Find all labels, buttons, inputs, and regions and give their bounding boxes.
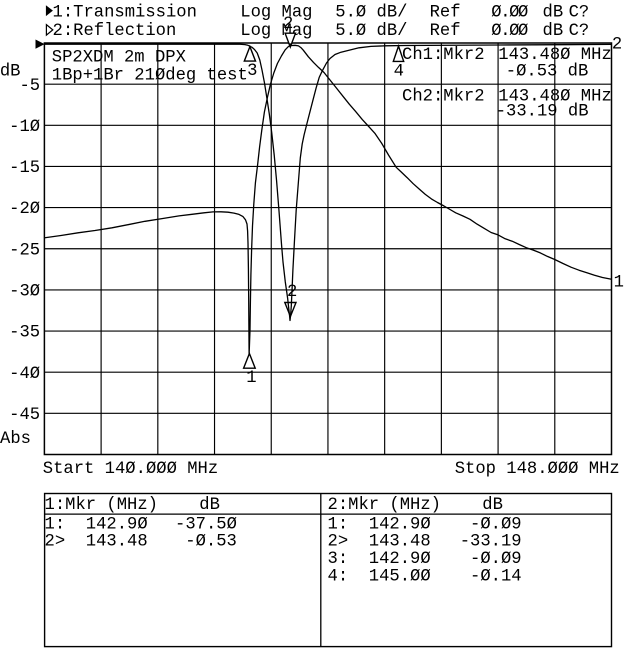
- svg-text:-4Ø: -4Ø: [9, 365, 40, 384]
- svg-text:-33.19 dB: -33.19 dB: [496, 103, 589, 122]
- svg-text:Log Mag: Log Mag: [240, 3, 312, 22]
- svg-text:143.48: 143.48: [369, 533, 431, 552]
- svg-text:142.9Ø: 142.9Ø: [369, 550, 431, 569]
- svg-text:Ref: Ref: [430, 3, 461, 22]
- svg-text:Abs: Abs: [0, 430, 31, 449]
- svg-text:2:Mkr (MHz): 2:Mkr (MHz): [328, 496, 441, 515]
- svg-text:1Bp+1Br 21Ødeg test: 1Bp+1Br 21Ødeg test: [52, 67, 248, 86]
- svg-text:-2Ø: -2Ø: [9, 200, 40, 219]
- svg-text:5.Ø dB/: 5.Ø dB/: [335, 3, 407, 22]
- svg-text:143.48: 143.48: [86, 533, 148, 552]
- svg-text:dB: dB: [0, 63, 20, 82]
- svg-text:5.Ø dB/: 5.Ø dB/: [335, 22, 407, 41]
- svg-text:4: 4: [394, 62, 404, 81]
- svg-text:dB: dB: [199, 496, 220, 515]
- svg-text:2: 2: [287, 283, 297, 302]
- svg-text:dB: dB: [543, 3, 564, 22]
- svg-text:-35: -35: [9, 324, 40, 343]
- svg-text:145.ØØ: 145.ØØ: [369, 567, 431, 586]
- svg-text:1:: 1:: [328, 515, 349, 534]
- svg-text:2>: 2>: [45, 533, 66, 552]
- svg-text:4:: 4:: [328, 567, 349, 586]
- svg-text:1:Mkr (MHz): 1:Mkr (MHz): [45, 496, 158, 515]
- svg-text:-45: -45: [9, 406, 40, 425]
- svg-text:-1Ø: -1Ø: [9, 118, 40, 137]
- svg-text:-25: -25: [9, 241, 40, 260]
- svg-text:142.9Ø: 142.9Ø: [369, 515, 431, 534]
- svg-text:-Ø.53: -Ø.53: [185, 533, 237, 552]
- svg-text:1:: 1:: [45, 515, 66, 534]
- svg-text:Ch2:Mkr2: Ch2:Mkr2: [402, 88, 485, 107]
- svg-text:143.48Ø MHz: 143.48Ø MHz: [498, 88, 611, 107]
- svg-text:Ch1:Mkr2: Ch1:Mkr2: [402, 46, 485, 65]
- svg-text:-Ø.14: -Ø.14: [470, 567, 522, 586]
- svg-text:3: 3: [247, 62, 257, 81]
- svg-text:-Ø.Ø9: -Ø.Ø9: [470, 550, 522, 569]
- svg-text:2:Reflection: 2:Reflection: [53, 22, 177, 41]
- svg-text:dB: dB: [543, 22, 564, 41]
- svg-text:C?: C?: [569, 22, 590, 41]
- svg-text:3:: 3:: [328, 550, 349, 569]
- svg-text:142.9Ø: 142.9Ø: [86, 515, 148, 534]
- svg-text:2: 2: [283, 15, 293, 34]
- svg-text:Stop 148.ØØØ MHz: Stop 148.ØØØ MHz: [455, 460, 620, 479]
- svg-text:Ø.ØØ: Ø.ØØ: [491, 3, 528, 22]
- svg-text:-37.5Ø: -37.5Ø: [175, 515, 237, 534]
- svg-text:-3Ø: -3Ø: [9, 283, 40, 302]
- svg-text:1: 1: [614, 274, 624, 293]
- svg-text:Ø.ØØ: Ø.ØØ: [491, 22, 528, 41]
- svg-text:-15: -15: [9, 159, 40, 178]
- svg-text:143.48Ø MHz: 143.48Ø MHz: [498, 46, 611, 65]
- svg-text:-Ø.Ø9: -Ø.Ø9: [470, 515, 522, 534]
- svg-text:dB: dB: [482, 496, 503, 515]
- svg-text:Start 14Ø.ØØØ MHz: Start 14Ø.ØØØ MHz: [43, 460, 218, 479]
- svg-text:-33.19: -33.19: [460, 533, 522, 552]
- svg-text:Log Mag: Log Mag: [240, 22, 312, 41]
- svg-text:Ref: Ref: [430, 22, 461, 41]
- svg-text:2: 2: [612, 35, 622, 54]
- svg-text:-5: -5: [19, 77, 40, 96]
- svg-text:1: 1: [246, 369, 256, 388]
- svg-text:C?: C?: [569, 3, 590, 22]
- svg-text:-Ø.53 dB: -Ø.53 dB: [506, 63, 589, 82]
- svg-text:2>: 2>: [328, 533, 349, 552]
- svg-text:1:Transmission: 1:Transmission: [53, 3, 197, 22]
- svg-text:SP2XDM 2m DPX: SP2XDM 2m DPX: [52, 49, 187, 68]
